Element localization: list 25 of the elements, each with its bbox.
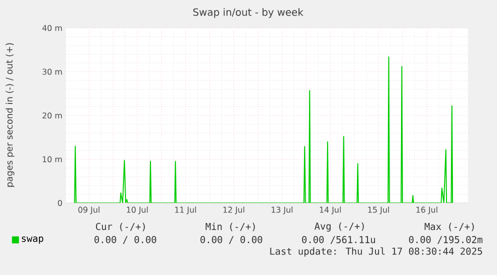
y-tick-label: 10 m (42, 156, 62, 162)
chart-title: Swap in/out - by week (193, 8, 304, 18)
y-axis-title: pages per second in (-) / out (+) (6, 43, 14, 187)
text: Max (-/+) (424, 222, 474, 232)
y-tick-label: 20 m (42, 112, 62, 119)
x-tick-label: 14 Jul (320, 206, 341, 214)
y-tick-label: 30 m (42, 68, 62, 75)
x-tick-label: 11 Jul (175, 206, 196, 214)
x-tick-label: 09 Jul (78, 206, 100, 214)
text: 0.00 /195.02m (409, 236, 482, 244)
y-tick-label: 0 (58, 200, 62, 206)
text: Cur (-/+) (96, 222, 145, 232)
x-tick-label: 16 Jul (416, 206, 438, 214)
text: 0.00 / 0.00 (200, 236, 262, 244)
x-tick-label: 13 Jul (272, 206, 292, 214)
text: 0.00 / 0.00 (94, 236, 156, 244)
text: Avg (-/+) (314, 222, 364, 232)
x-tick-label: 10 Jul (126, 206, 148, 214)
legend-label: swap (22, 236, 44, 244)
x-tick-label: 15 Jul (368, 206, 389, 214)
x-tick-label: 12 Jul (223, 206, 244, 214)
y-tick-label: 40 m (42, 24, 62, 32)
text: Min (-/+) (206, 222, 255, 232)
text: Last update: Thu Jul 17 08:30:44 2025 (270, 247, 482, 257)
text: 0.00 /561.11u (302, 236, 375, 244)
